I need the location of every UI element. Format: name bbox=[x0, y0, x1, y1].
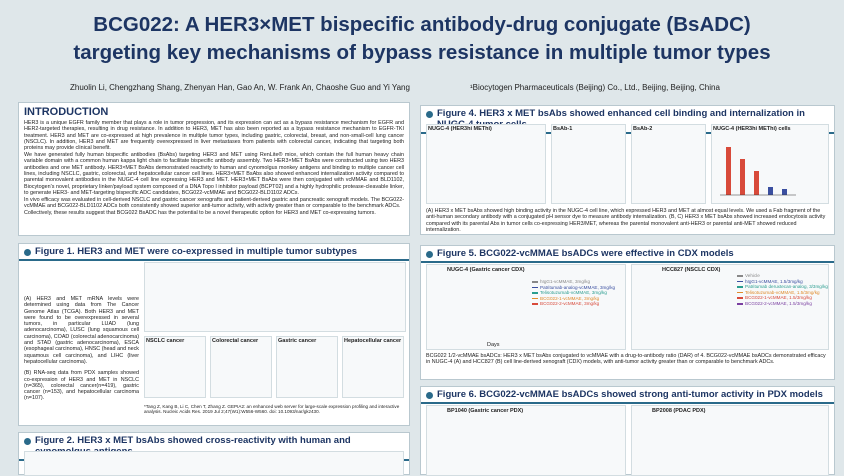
pdx-panel: BP2008 (PDAC PDX) bbox=[631, 405, 829, 476]
growth-panel: NUGC-4 (Gastric cancer CDX) hIgG1-vcMMAE… bbox=[426, 264, 626, 350]
paragraph: (B) RNA-seq data from PDX samples showed… bbox=[24, 370, 139, 402]
paragraph: HER3 is a unique EGFR family member that… bbox=[24, 120, 404, 152]
legend-entry: BCG022-1-vcMMAE, 1.5/3mg/kg bbox=[737, 295, 828, 301]
legend-entry: BCG022-1-vcMMAE, 3mg/kg bbox=[532, 296, 615, 302]
panel-title: NUGC-4 (Gastric cancer CDX) bbox=[447, 267, 525, 273]
panel-title: Gastric cancer bbox=[278, 338, 317, 344]
panel-title: BsAb-1 bbox=[553, 126, 573, 132]
legend-entry: hIgG1-vcMMAE, 3mg/kg bbox=[532, 279, 615, 285]
scatter-panel: NSCLC cancer bbox=[144, 336, 206, 398]
legend: hIgG1-vcMMAE, 3mg/kg Patritumab-analog-vc… bbox=[532, 279, 615, 307]
bar bbox=[726, 147, 731, 195]
figure4-caption: (A) HER3 x MET bsAbs showed high binding… bbox=[426, 208, 826, 234]
figure1-panel-b: NSCLC cancer Colorectal cancer Gastric c… bbox=[144, 336, 406, 401]
figure6-heading: Figure 6. BCG022-vcMMAE bsADCs showed st… bbox=[421, 387, 834, 404]
legend-entry: Telisotuzumab-vcMMAE, 3mg/kg bbox=[532, 290, 615, 296]
figure5-heading: Figure 5. BCG022-vcMMAE bsADCs were effe… bbox=[421, 246, 834, 263]
legend-entry: hIgG1-vcMMAE, 1.5/3mg/kg bbox=[737, 279, 828, 285]
legend-entry: Patritumab deruxtecan-analog, 3/3mg/kg bbox=[737, 284, 828, 290]
panel-title: BsAb-2 bbox=[633, 126, 653, 132]
histogram-panel: BsAb-2 bbox=[631, 124, 706, 204]
figure1-scatter-a bbox=[144, 262, 406, 332]
panel-title: BP2008 (PDAC PDX) bbox=[652, 408, 706, 414]
binding-curve: NUGC-4 (HER3hi METhi) bbox=[426, 124, 546, 204]
growth-panel: HCC827 (NSCLC CDX) Vehicle hIgG1-vcMMAE, … bbox=[631, 264, 829, 350]
figure1-heading: Figure 1. HER3 and MET were co-expressed… bbox=[19, 244, 409, 261]
legend-entry: BCG022-2-vcMMAE, 1.5/3mg/kg bbox=[737, 301, 828, 307]
panel-title: NUGC-4 (HER3hi METhi) bbox=[428, 126, 492, 132]
title-line: BCG022: A HER3×MET bispecific antibody-d… bbox=[93, 13, 751, 36]
paragraph: Collectively, these results suggest that… bbox=[24, 209, 376, 216]
figure5-box: Figure 5. BCG022-vcMMAE bsADCs were effe… bbox=[420, 245, 835, 380]
scatter-panel: Colorectal cancer bbox=[210, 336, 272, 398]
figure1-text: (A) HER3 and MET mRNA levels were determ… bbox=[24, 296, 139, 402]
panel-title: NSCLC cancer bbox=[146, 338, 185, 344]
panel-title: NUGC-4 (HER3hi METhi) cells bbox=[713, 126, 791, 132]
x-axis-label: Days bbox=[487, 342, 500, 348]
legend-entry: Patritumab-analog-vcMMAE, 3mg/kg bbox=[532, 285, 615, 291]
legend-entry: Vehicle bbox=[737, 273, 828, 279]
intro-text: HER3 is a unique EGFR family member that… bbox=[24, 120, 404, 217]
legend: Vehicle hIgG1-vcMMAE, 1.5/3mg/kg Patrituma… bbox=[737, 273, 828, 307]
bar bbox=[782, 189, 787, 195]
figure2-panels bbox=[24, 451, 404, 476]
title-line: targeting key mechanisms of bypass resis… bbox=[73, 41, 771, 64]
bar-sketch bbox=[720, 147, 796, 196]
histogram-panel: BsAb-1 bbox=[551, 124, 626, 204]
legend-entry: Telisotuzumab-vcMMAE, 1.5/3mg/kg bbox=[737, 290, 828, 296]
panel-title: HCC827 (NSCLC CDX) bbox=[662, 267, 721, 273]
paragraph: We have generated fully human bispecific… bbox=[24, 152, 404, 196]
scatter-panel: Hepatocellular cancer bbox=[342, 336, 404, 398]
figure1-box: Figure 1. HER3 and MET were co-expressed… bbox=[18, 243, 410, 426]
pdx-panel: BP1040 (Gastric cancer PDX) bbox=[426, 405, 626, 476]
panel-title: Hepatocellular cancer bbox=[344, 338, 402, 344]
intro-box: INTRODUCTION HER3 is a unique EGFR famil… bbox=[18, 102, 410, 236]
figure6-box: Figure 6. BCG022-vcMMAE bsADCs showed st… bbox=[420, 386, 835, 476]
paragraph: In vivo efficacy was evaluated in cell-d… bbox=[24, 196, 404, 210]
figure2-box: Figure 2. HER3 x MET bsAbs showed cross-… bbox=[18, 432, 410, 476]
bar bbox=[740, 159, 745, 195]
internalization-bars: NUGC-4 (HER3hi METhi) cells bbox=[711, 124, 829, 204]
panel-title: Colorectal cancer bbox=[212, 338, 259, 344]
affiliation: ¹Biocytogen Pharmaceuticals (Beijing) Co… bbox=[470, 83, 720, 92]
figure5-caption: BCG022 1/2-vcMMAE bsADCs: HER3 x MET bsA… bbox=[426, 353, 826, 366]
paragraph: (A) HER3 and MET mRNA levels were determ… bbox=[24, 296, 139, 365]
authors: Zhuolin Li, Chengzhang Shang, Zhenyan Ha… bbox=[70, 83, 410, 92]
intro-heading: INTRODUCTION bbox=[24, 106, 109, 118]
figure4-box: Figure 4. HER3 x MET bsAbs showed enhanc… bbox=[420, 105, 835, 235]
scatter-panel: Gastric cancer bbox=[276, 336, 338, 398]
reference: *Tang Z, Kang B, Li C, Chen T, Zhang Z. … bbox=[144, 404, 400, 415]
bar bbox=[768, 187, 773, 195]
legend-entry: BCG022-2-vcMMAE, 3mg/kg bbox=[532, 301, 615, 307]
panel-title: BP1040 (Gastric cancer PDX) bbox=[447, 408, 524, 414]
bar bbox=[754, 171, 759, 195]
